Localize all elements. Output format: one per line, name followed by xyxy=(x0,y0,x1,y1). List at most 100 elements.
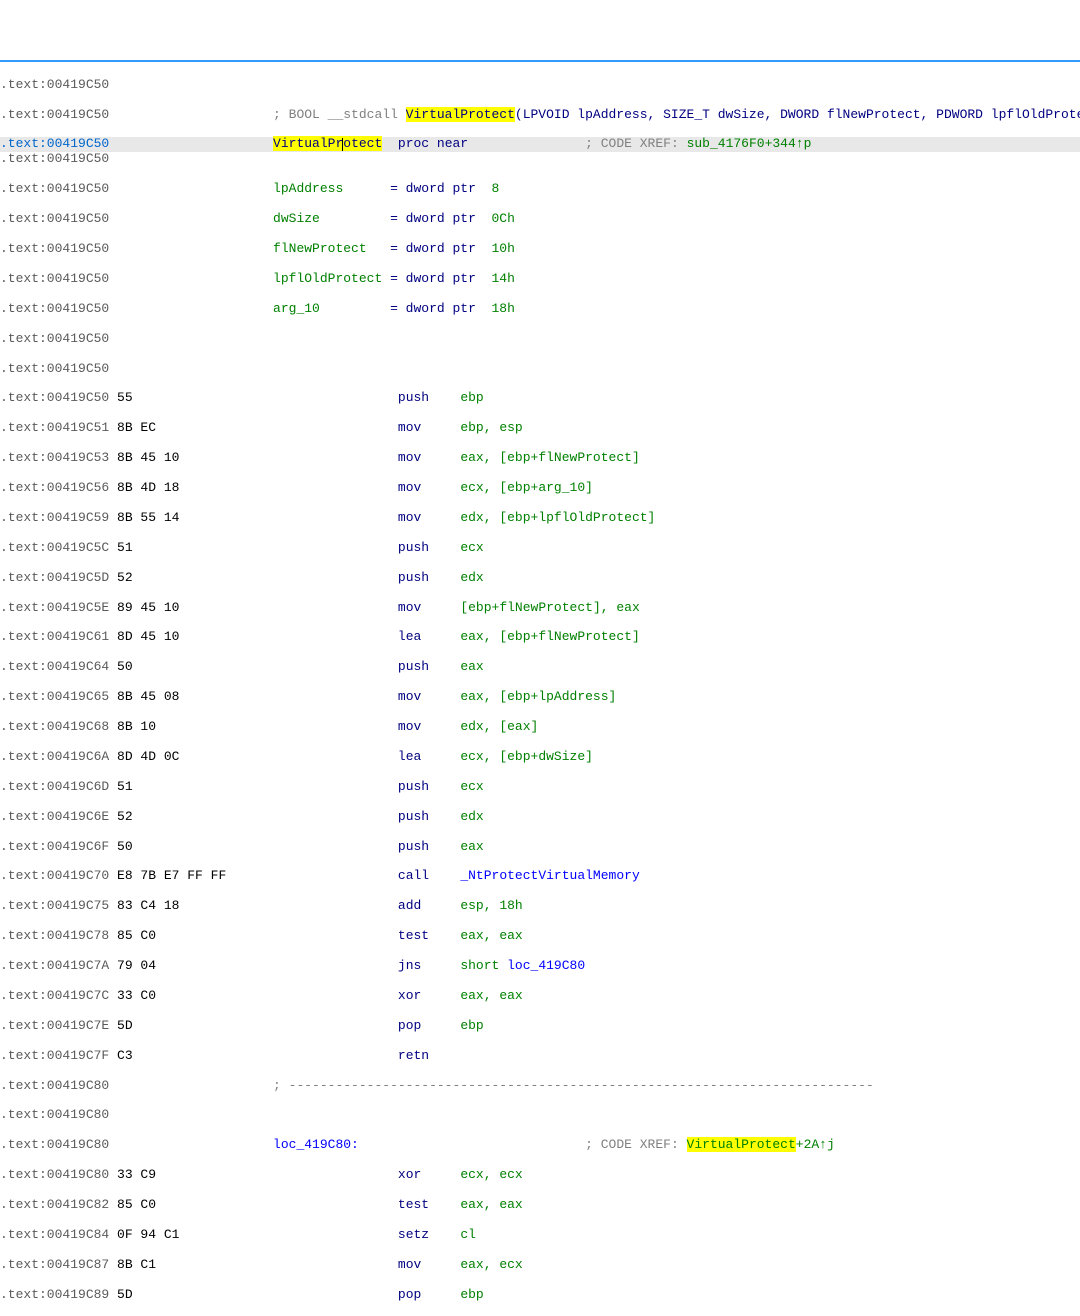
mnemonic: push xyxy=(398,839,460,854)
arg-name[interactable]: flNewProtect xyxy=(273,241,390,256)
address[interactable]: .text:00419C50 xyxy=(0,77,109,92)
proc-name-sig[interactable]: VirtualProtect xyxy=(406,107,515,122)
address[interactable]: .text:00419C61 xyxy=(0,629,109,644)
mnemonic: xor xyxy=(398,1167,460,1182)
address[interactable]: .text:00419C6E xyxy=(0,809,109,824)
address[interactable]: .text:00419C7E xyxy=(0,1018,109,1033)
operand: ebp xyxy=(460,1287,483,1302)
address[interactable]: .text:00419C50 xyxy=(0,331,109,346)
opcode-bytes: 5D xyxy=(117,1287,398,1302)
address[interactable]: .text:00419C5E xyxy=(0,600,109,615)
address[interactable]: .text:00419C50 xyxy=(0,390,109,405)
address[interactable]: .text:00419C80 xyxy=(0,1107,109,1122)
address[interactable]: .text:00419C75 xyxy=(0,898,109,913)
address[interactable]: .text:00419C5C xyxy=(0,540,109,555)
opcode-bytes: 51 xyxy=(117,540,398,555)
var-ref[interactable]: flNewProtect xyxy=(538,450,632,465)
operand: eax, [ebp+ xyxy=(460,450,538,465)
address[interactable]: .text:00419C50 xyxy=(0,271,109,286)
operand: edx xyxy=(460,570,483,585)
operand: edx, [ebp+ xyxy=(460,510,538,525)
var-ref[interactable]: arg_10 xyxy=(538,480,585,495)
var-ref[interactable]: dwSize xyxy=(538,749,585,764)
operand: eax, eax xyxy=(460,1197,522,1212)
address[interactable]: .text:00419C80 xyxy=(0,1078,109,1093)
mnemonic: mov xyxy=(398,420,460,435)
xref-comment: ; CODE XREF: xyxy=(585,1137,686,1152)
opcode-bytes: 85 C0 xyxy=(117,928,398,943)
address[interactable]: .text:00419C59 xyxy=(0,510,109,525)
address[interactable]: .text:00419C89 xyxy=(0,1287,109,1302)
address[interactable]: .text:00419C53 xyxy=(0,450,109,465)
loc-label[interactable]: loc_419C80: xyxy=(273,1137,359,1152)
address[interactable]: .text:00419C82 xyxy=(0,1197,109,1212)
address[interactable]: .text:00419C7A xyxy=(0,958,109,973)
var-ref[interactable]: lpflOldProtect xyxy=(538,510,647,525)
address[interactable]: .text:00419C64 xyxy=(0,659,109,674)
address[interactable]: .text:00419C56 xyxy=(0,480,109,495)
address[interactable]: .text:00419C84 xyxy=(0,1227,109,1242)
proc-near: proc near xyxy=(398,136,468,151)
mnemonic: mov xyxy=(398,719,460,734)
address[interactable]: .text:00419C65 xyxy=(0,689,109,704)
address[interactable]: .text:00419C6F xyxy=(0,839,109,854)
address[interactable]: .text:00419C87 xyxy=(0,1257,109,1272)
operand: ecx, [ebp+ xyxy=(460,749,538,764)
xref-link[interactable]: sub_4176F0+344↑p xyxy=(687,136,812,151)
mnemonic: call xyxy=(398,868,460,883)
opcode-bytes: 50 xyxy=(117,839,398,854)
opcode-bytes: 0F 94 C1 xyxy=(117,1227,398,1242)
address[interactable]: .text:00419C50 xyxy=(0,151,109,166)
xref-link[interactable]: VirtualProtect xyxy=(687,1137,796,1152)
address[interactable]: .text:00419C68 xyxy=(0,719,109,734)
address[interactable]: .text:00419C80 xyxy=(0,1167,109,1182)
arg-name[interactable]: lpAddress xyxy=(273,181,390,196)
opcode-bytes: 79 04 xyxy=(117,958,398,973)
branch-target[interactable]: loc_419C80 xyxy=(507,958,585,973)
var-ref[interactable]: lpAddress xyxy=(538,689,608,704)
address[interactable]: .text:00419C50 xyxy=(0,361,109,376)
opcode-bytes: 8B C1 xyxy=(117,1257,398,1272)
address[interactable]: .text:00419C51 xyxy=(0,420,109,435)
address[interactable]: .text:00419C7F xyxy=(0,1048,109,1063)
address[interactable]: .text:00419C80 xyxy=(0,1137,109,1152)
address[interactable]: .text:00419C70 xyxy=(0,868,109,883)
var-ref[interactable]: flNewProtect xyxy=(499,600,593,615)
operand-tail: ] xyxy=(585,749,593,764)
address[interactable]: .text:00419C6A xyxy=(0,749,109,764)
address[interactable]: .text:00419C50 xyxy=(0,107,109,122)
address[interactable]: .text:00419C50 xyxy=(0,301,109,316)
xref-suffix: +2A↑j xyxy=(796,1137,835,1152)
mnemonic: lea xyxy=(398,629,460,644)
mnemonic: mov xyxy=(398,510,460,525)
arg-name[interactable]: arg_10 xyxy=(273,301,390,316)
address[interactable]: .text:00419C6D xyxy=(0,779,109,794)
opcode-bytes: 8D 4D 0C xyxy=(117,749,398,764)
proc-name[interactable]: VirtualProtect xyxy=(273,136,382,151)
address[interactable]: .text:00419C50 xyxy=(0,136,109,151)
address[interactable]: .text:00419C78 xyxy=(0,928,109,943)
var-ref[interactable]: flNewProtect xyxy=(538,629,632,644)
opcode-bytes: 51 xyxy=(117,779,398,794)
operand: eax, [ebp+ xyxy=(460,689,538,704)
address[interactable]: .text:00419C7C xyxy=(0,988,109,1003)
arg-offset: 18h xyxy=(492,301,515,316)
operand: ecx xyxy=(460,540,483,555)
address[interactable]: .text:00419C5D xyxy=(0,570,109,585)
address[interactable]: .text:00419C50 xyxy=(0,241,109,256)
arg-name[interactable]: dwSize xyxy=(273,211,390,226)
operand-tail: ] xyxy=(609,689,617,704)
xref-comment: ; CODE XREF: xyxy=(585,136,686,151)
opcode-bytes: 52 xyxy=(117,570,398,585)
address[interactable]: .text:00419C50 xyxy=(0,181,109,196)
call-target[interactable]: _NtProtectVirtualMemory xyxy=(460,868,639,883)
operand: edx xyxy=(460,809,483,824)
opcode-bytes: E8 7B E7 FF FF xyxy=(117,868,398,883)
arg-name[interactable]: lpflOldProtect xyxy=(273,271,390,286)
mnemonic: push xyxy=(398,540,460,555)
address[interactable]: .text:00419C50 xyxy=(0,211,109,226)
arg-offset: 14h xyxy=(492,271,515,286)
opcode-bytes: 8B EC xyxy=(117,420,398,435)
operand: eax xyxy=(460,659,483,674)
operand: ecx, [ebp+ xyxy=(460,480,538,495)
